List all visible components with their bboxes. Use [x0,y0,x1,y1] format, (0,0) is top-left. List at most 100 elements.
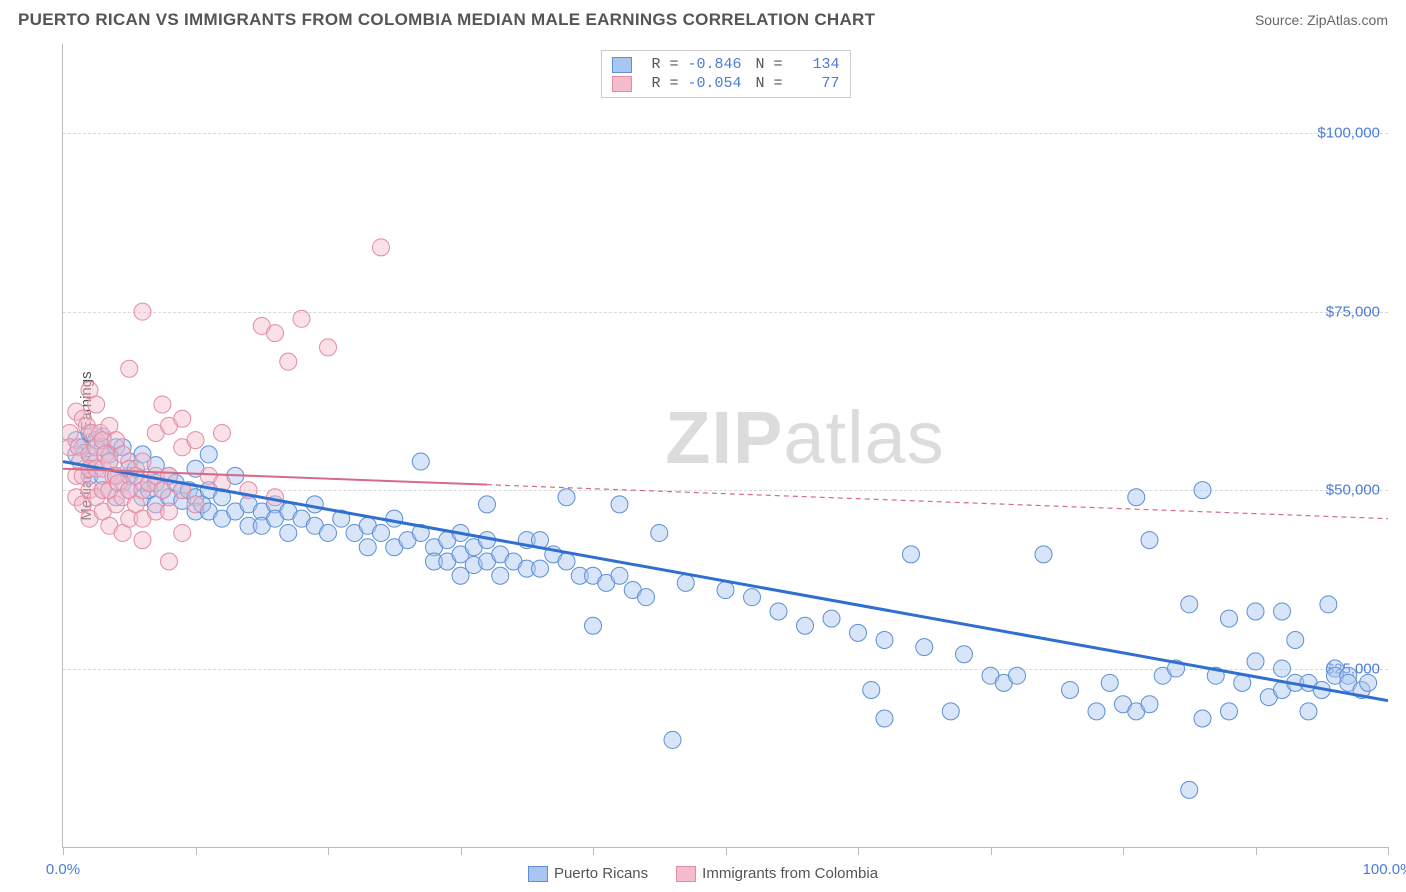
data-point [386,510,403,527]
data-point [88,396,105,413]
data-point [187,432,204,449]
data-point [1141,532,1158,549]
data-point [1009,667,1026,684]
stats-legend-box: R = -0.846 N = 134 R = -0.054 N = 77 [600,50,850,98]
data-point [320,524,337,541]
data-point [1194,482,1211,499]
n-label: N = 134 [756,56,840,73]
data-point [1128,489,1145,506]
source-attribution: Source: ZipAtlas.com [1255,12,1388,28]
data-point [320,339,337,356]
data-point [1181,596,1198,613]
data-point [942,703,959,720]
data-point [876,632,893,649]
data-point [717,582,734,599]
data-point [744,589,761,606]
data-point [359,539,376,556]
data-point [267,325,284,342]
data-point [916,639,933,656]
x-tick-mark [461,847,462,855]
data-point [850,624,867,641]
x-tick-mark [858,847,859,855]
data-point [1360,674,1377,691]
x-tick-mark [593,847,594,855]
chart-title: PUERTO RICAN VS IMMIGRANTS FROM COLOMBIA… [18,10,875,30]
chart-container: Median Male Earnings ZIPatlas R = -0.846… [18,44,1388,848]
data-point [1274,603,1291,620]
stats-row: R = -0.054 N = 77 [611,74,839,93]
data-point [1221,703,1238,720]
n-value: 134 [792,56,840,73]
data-point [611,496,628,513]
data-point [492,567,509,584]
data-point [134,303,151,320]
data-point [174,524,191,541]
data-point [373,524,390,541]
data-point [1101,674,1118,691]
data-point [770,603,787,620]
chart-header: PUERTO RICAN VS IMMIGRANTS FROM COLOMBIA… [0,0,1406,38]
data-point [200,446,217,463]
data-point [134,453,151,470]
data-point [797,617,814,634]
legend-item: Immigrants from Colombia [676,865,878,882]
data-point [154,396,171,413]
data-point [187,496,204,513]
data-point [161,553,178,570]
source-name: ZipAtlas.com [1307,12,1388,28]
data-point [280,353,297,370]
r-value: -0.846 [687,56,741,73]
data-point [1300,703,1317,720]
data-point [677,574,694,591]
data-point [558,489,575,506]
data-point [1287,632,1304,649]
data-point [306,496,323,513]
legend-swatch [676,866,696,882]
data-point [174,410,191,427]
data-point [280,524,297,541]
data-point [121,360,138,377]
trend-line [63,462,1388,701]
series-swatch [611,57,631,73]
data-point [638,589,655,606]
r-label: R = -0.846 [651,56,741,73]
data-point [479,496,496,513]
data-point [903,546,920,563]
data-point [1088,703,1105,720]
data-point [1247,653,1264,670]
n-label: N = 77 [756,75,840,92]
data-point [161,503,178,520]
legend-item: Puerto Ricans [528,865,648,882]
data-point [1194,710,1211,727]
x-tick-mark [63,847,64,855]
data-point [651,524,668,541]
r-label: R = -0.054 [651,75,741,92]
x-tick-mark [1388,847,1389,855]
x-tick-mark [328,847,329,855]
series-swatch [611,76,631,92]
plot-area: ZIPatlas R = -0.846N = 134R = -0.054N = … [62,44,1388,848]
data-point [1035,546,1052,563]
x-tick-mark [991,847,992,855]
legend-label: Puerto Ricans [554,865,648,882]
bottom-legend: Puerto Ricans Immigrants from Colombia [0,865,1406,882]
r-value: -0.054 [687,75,741,92]
n-value: 77 [792,75,840,92]
x-tick-mark [1256,847,1257,855]
stats-row: R = -0.846 N = 134 [611,55,839,74]
data-point [1181,781,1198,798]
x-tick-mark [196,847,197,855]
data-point [1221,610,1238,627]
data-point [412,453,429,470]
data-point [664,731,681,748]
data-point [956,646,973,663]
data-point [1274,660,1291,677]
data-point [558,553,575,570]
data-point [823,610,840,627]
data-point [1320,596,1337,613]
data-point [214,425,231,442]
data-point [863,681,880,698]
data-point [611,567,628,584]
data-point [1062,681,1079,698]
legend-label: Immigrants from Colombia [702,865,878,882]
